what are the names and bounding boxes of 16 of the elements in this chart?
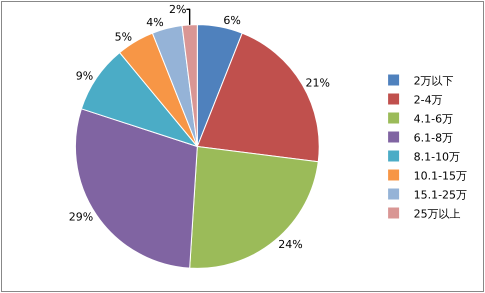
legend-label: 2-4万 [414,93,443,106]
data-label: 4% [146,16,164,29]
data-label: 29% [68,210,94,224]
legend-label: 25万以上 [414,207,461,220]
data-label: 6% [223,14,241,27]
data-label: 21% [305,76,330,90]
data-label: 5% [114,30,132,44]
data-label: 9% [76,69,94,82]
legend-label: 15.1-25万 [414,188,468,202]
data-label: 24% [278,238,303,251]
legend-label: 10.1-15万 [414,169,468,182]
legend-label: 2万以下 [414,74,454,88]
data-label: 2% [168,2,186,16]
legend-label: 8.1-10万 [414,150,460,164]
legend-label: 6.1-8万 [414,131,454,144]
legend-label: 4.1-6万 [414,112,454,126]
